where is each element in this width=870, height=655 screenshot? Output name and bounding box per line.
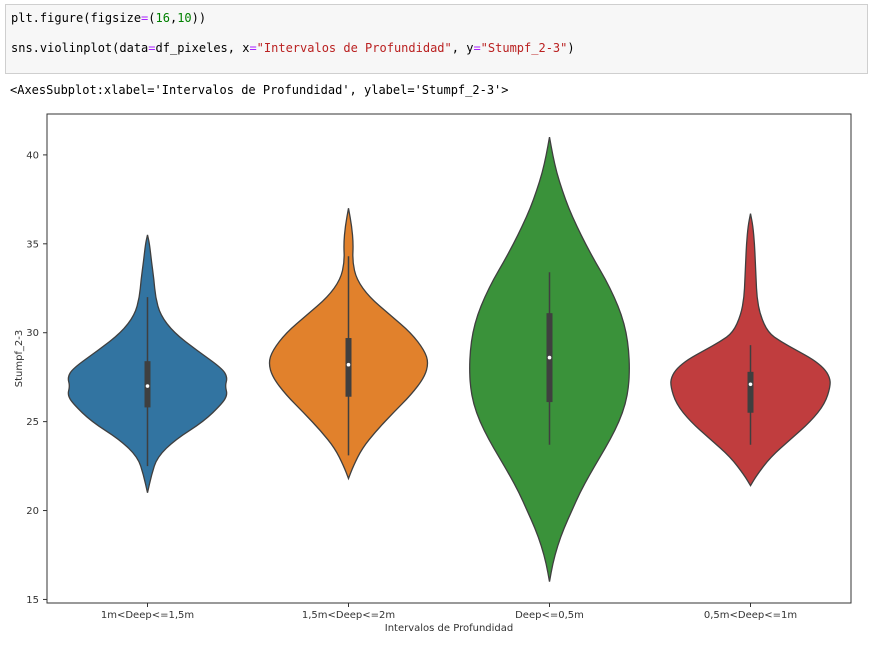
- y-tick-label: 25: [26, 417, 39, 428]
- code-line-figure: plt.figure(figsize=(16,10)): [11, 11, 206, 25]
- y-tick-label: 35: [26, 239, 39, 250]
- x-tick-label: Deep<=0,5m: [515, 610, 584, 621]
- code-token: sns.violinplot(data: [11, 41, 149, 55]
- code-cell[interactable]: plt.figure(figsize=(16,10)) sns.violinpl…: [5, 4, 868, 74]
- y-tick-label: 20: [26, 506, 39, 517]
- x-tick-label: 1,5m<Deep<=2m: [302, 610, 395, 621]
- violin-iqr-box: [747, 371, 754, 413]
- code-token: plt.figure(figsize: [11, 11, 142, 25]
- code-token: df_pixeles, x: [155, 41, 250, 55]
- code-token: =: [473, 41, 481, 55]
- code-token: =: [141, 11, 149, 25]
- code-token: =: [148, 41, 156, 55]
- y-tick-label: 15: [26, 595, 39, 606]
- violin-median-dot: [547, 355, 552, 360]
- code-token: =: [249, 41, 257, 55]
- code-token: 10: [177, 11, 192, 25]
- code-token: ): [567, 41, 575, 55]
- violin-median-dot: [346, 362, 351, 367]
- code-token: )): [191, 11, 207, 25]
- code-token: (: [148, 11, 156, 25]
- x-tick-label: 1m<Deep<=1,5m: [101, 610, 194, 621]
- violin-iqr-box: [345, 338, 352, 397]
- violin-median-dot: [145, 384, 150, 388]
- code-line-violinplot: sns.violinplot(data=df_pixeles, x="Inter…: [11, 41, 575, 55]
- axes-frame: [46, 113, 852, 604]
- violin-median-dot: [748, 382, 753, 387]
- code-token: "Intervalos de Profundidad": [256, 41, 452, 55]
- code-token: , y: [451, 41, 474, 55]
- violin-plot-figure: 15 20 25 30 35 40 1m<Deep<=1,5m 1,5m<Deep<=2m De…: [14, 113, 852, 634]
- y-tick-label: 40: [26, 150, 39, 161]
- y-axis-label: Stumpf_2-3: [14, 330, 25, 388]
- y-tick-label: 30: [26, 328, 39, 339]
- x-axis-label: Intervalos de Profundidad: [385, 623, 514, 634]
- code-token: 16: [155, 11, 170, 25]
- x-tick-label: 0,5m<Deep<=1m: [704, 610, 797, 621]
- cell-output-text: <AxesSubplot:xlabel='Intervalos de Profu…: [10, 83, 509, 97]
- code-token: ,: [169, 11, 178, 25]
- code-token: "Stumpf_2-3": [480, 41, 568, 55]
